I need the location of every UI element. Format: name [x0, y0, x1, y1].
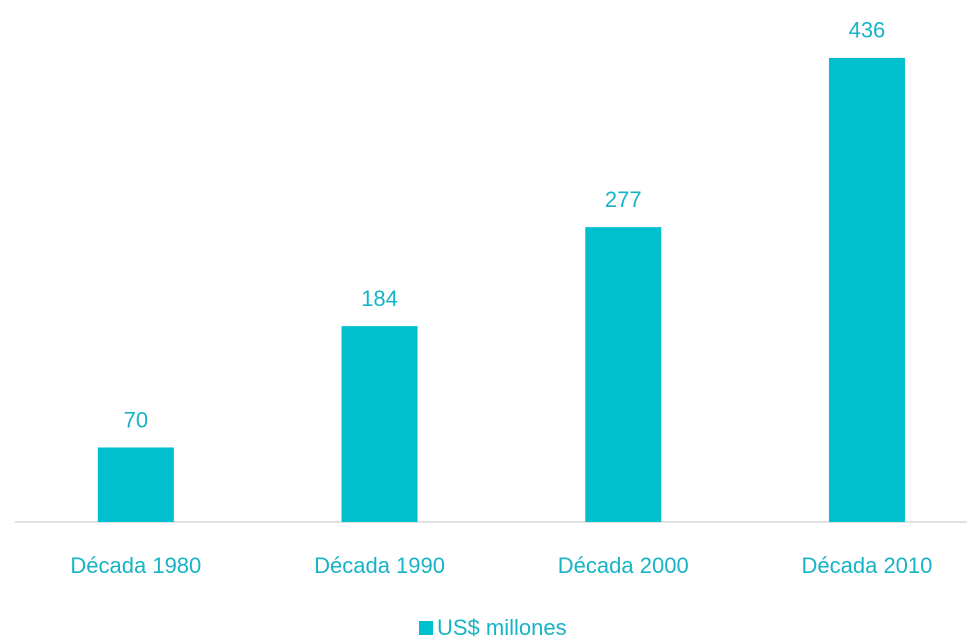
value-label: 184 [361, 286, 398, 311]
legend-swatch [419, 621, 433, 635]
value-label: 70 [124, 407, 148, 432]
bar [585, 227, 662, 522]
x-tick-label: Década 2010 [802, 553, 933, 578]
x-tick-label: Década 1980 [70, 553, 201, 578]
x-tick-label: Década 1990 [314, 553, 445, 578]
value-label: 277 [605, 187, 642, 212]
x-tick-label: Década 2000 [558, 553, 689, 578]
value-label: 436 [849, 18, 886, 43]
bar [341, 326, 418, 522]
legend-label: US$ millones [437, 615, 567, 640]
bar [828, 57, 905, 522]
bar [97, 447, 174, 522]
